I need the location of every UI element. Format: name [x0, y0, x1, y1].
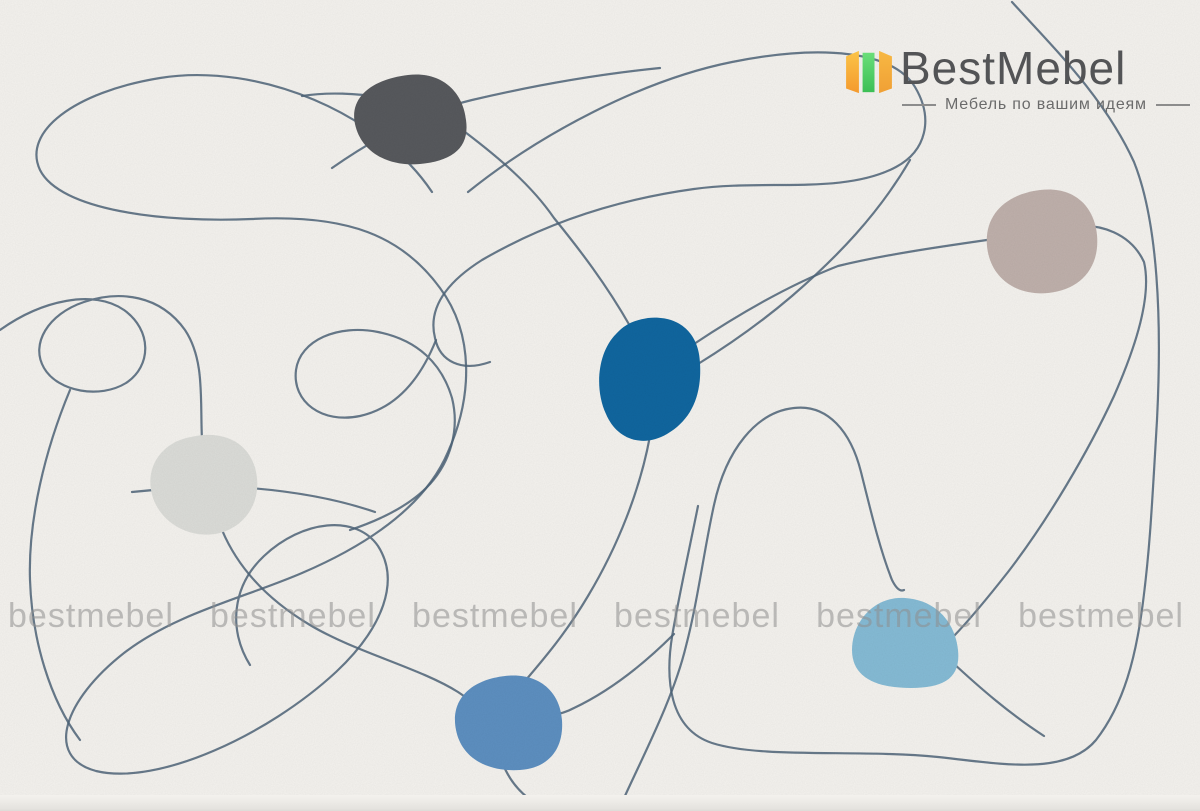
tagline-row: Мебель по вашим идеям	[902, 96, 1190, 114]
brand-name: BestMebel	[900, 42, 1127, 94]
tagline-left-dash	[902, 104, 936, 107]
brand-tagline: Мебель по вашим идеям	[945, 96, 1147, 114]
tagline-right-dash	[1155, 104, 1190, 107]
rug-bottom-edge	[0, 795, 1200, 811]
logo-text-column: BestMebel Мебель по вашим идеям	[900, 44, 1190, 114]
bestmebel-logo-icon	[846, 50, 892, 94]
brand-logo: BestMebel Мебель по вашим идеям	[846, 44, 1190, 114]
